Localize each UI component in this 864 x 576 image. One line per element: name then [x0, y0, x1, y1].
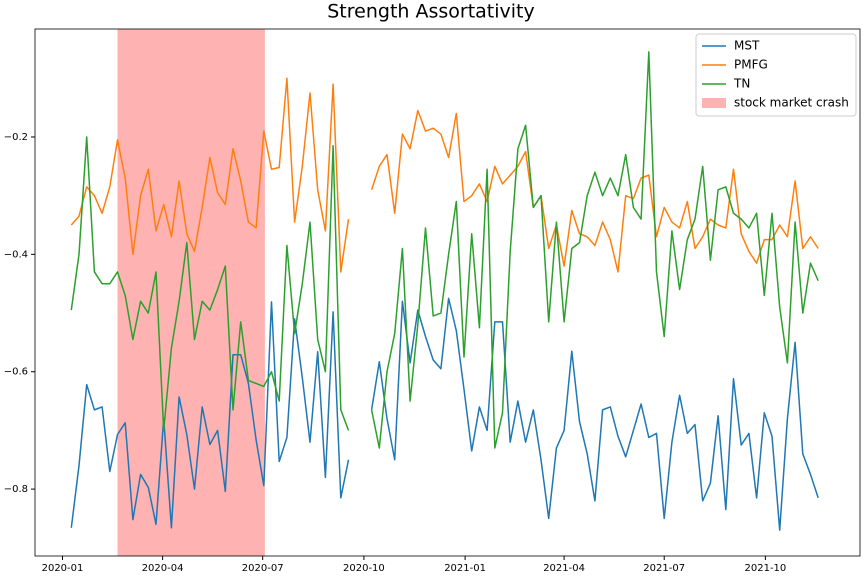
x-tick-label: 2020-07 — [242, 563, 284, 574]
x-tick-label: 2020-10 — [343, 563, 385, 574]
x-tick-label: 2020-01 — [42, 563, 84, 574]
x-tick-label: 2020-04 — [142, 563, 184, 574]
legend-label: TN — [733, 77, 750, 91]
legend-label: PMFG — [734, 58, 768, 72]
legend-label: MST — [734, 39, 760, 53]
plot-frame — [34, 28, 861, 557]
x-tick-label: 2021-04 — [543, 563, 585, 574]
y-tick-label: −0.2 — [4, 132, 28, 143]
x-tick-label: 2021-10 — [745, 563, 787, 574]
y-tick-label: −0.8 — [4, 484, 28, 495]
chart-title: Strength Assortativity — [327, 1, 535, 23]
series-line — [70, 77, 819, 273]
legend-box — [695, 33, 857, 117]
y-tick-label: −0.4 — [4, 249, 28, 260]
x-tick-label: 2021-01 — [444, 563, 486, 574]
x-tick-label: 2021-07 — [643, 563, 685, 574]
legend-swatch — [702, 98, 726, 108]
legend-label: stock market crash — [734, 96, 849, 110]
series-line — [70, 297, 819, 531]
y-tick-label: −0.6 — [4, 367, 28, 378]
series-line — [70, 51, 819, 449]
